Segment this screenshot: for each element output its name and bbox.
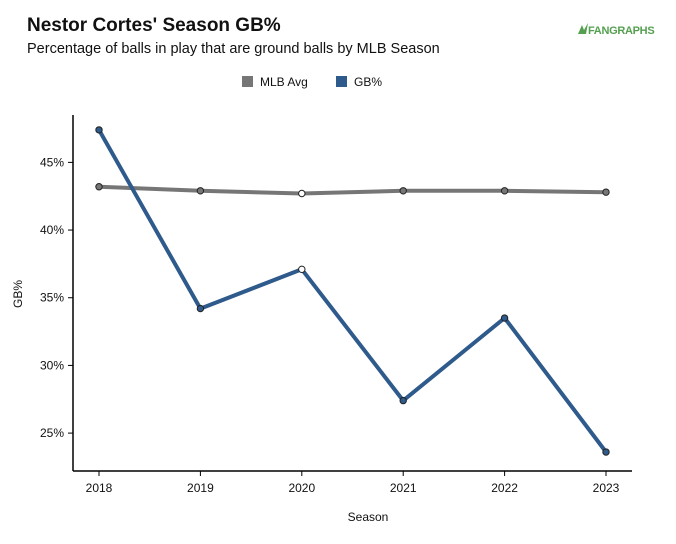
x-axis-label: Season [348,510,389,524]
data-point-gb [602,448,610,456]
data-point-mlb-avg [298,189,306,198]
y-axis-label: GB% [11,280,25,308]
y-tick-label: 35% [40,291,64,305]
fangraphs-logo-text: FANGRAPHS [588,25,654,37]
chart-title: Nestor Cortes' Season GB% [27,15,281,36]
x-tick-label: 2021 [390,481,417,495]
chart-subtitle: Percentage of balls in play that are gro… [27,41,440,57]
legend-label-gb: GB% [354,75,382,89]
data-point-mlb-avg [602,188,610,196]
y-ticks: 25% 30% 35% 40% 45% [40,155,73,440]
fangraphs-leaf-icon [578,23,588,34]
data-point-gb [196,304,205,313]
series-points [95,126,610,456]
data-point-mlb-avg [399,187,407,195]
x-ticks: 2018 2019 2020 2021 2022 2023 [86,471,620,495]
series-line-mlb-avg [97,184,608,196]
x-tick-label: 2023 [593,481,620,495]
x-tick-label: 2019 [187,481,214,495]
legend-swatch-gb [336,76,347,87]
series-line-gb [97,127,608,454]
x-tick-label: 2020 [288,481,315,495]
data-point-gb [500,314,509,322]
x-tick-label: 2022 [491,481,518,495]
data-point-gb [95,126,103,134]
legend: MLB Avg GB% [242,75,382,89]
y-tick-label: 45% [40,155,64,169]
y-tick-label: 40% [40,223,64,237]
data-point-gb [298,265,306,274]
legend-label-mlb-avg: MLB Avg [260,75,308,89]
data-point-gb [399,396,407,405]
series-lines [97,127,608,454]
fangraphs-logo: FANGRAPHS [578,23,655,37]
y-tick-label: 30% [40,358,64,372]
data-point-mlb-avg [95,183,103,191]
y-tick-label: 25% [40,426,64,440]
data-point-mlb-avg [500,187,509,195]
legend-swatch-mlb-avg [242,76,253,87]
data-point-mlb-avg [196,187,205,195]
x-tick-label: 2018 [86,481,113,495]
